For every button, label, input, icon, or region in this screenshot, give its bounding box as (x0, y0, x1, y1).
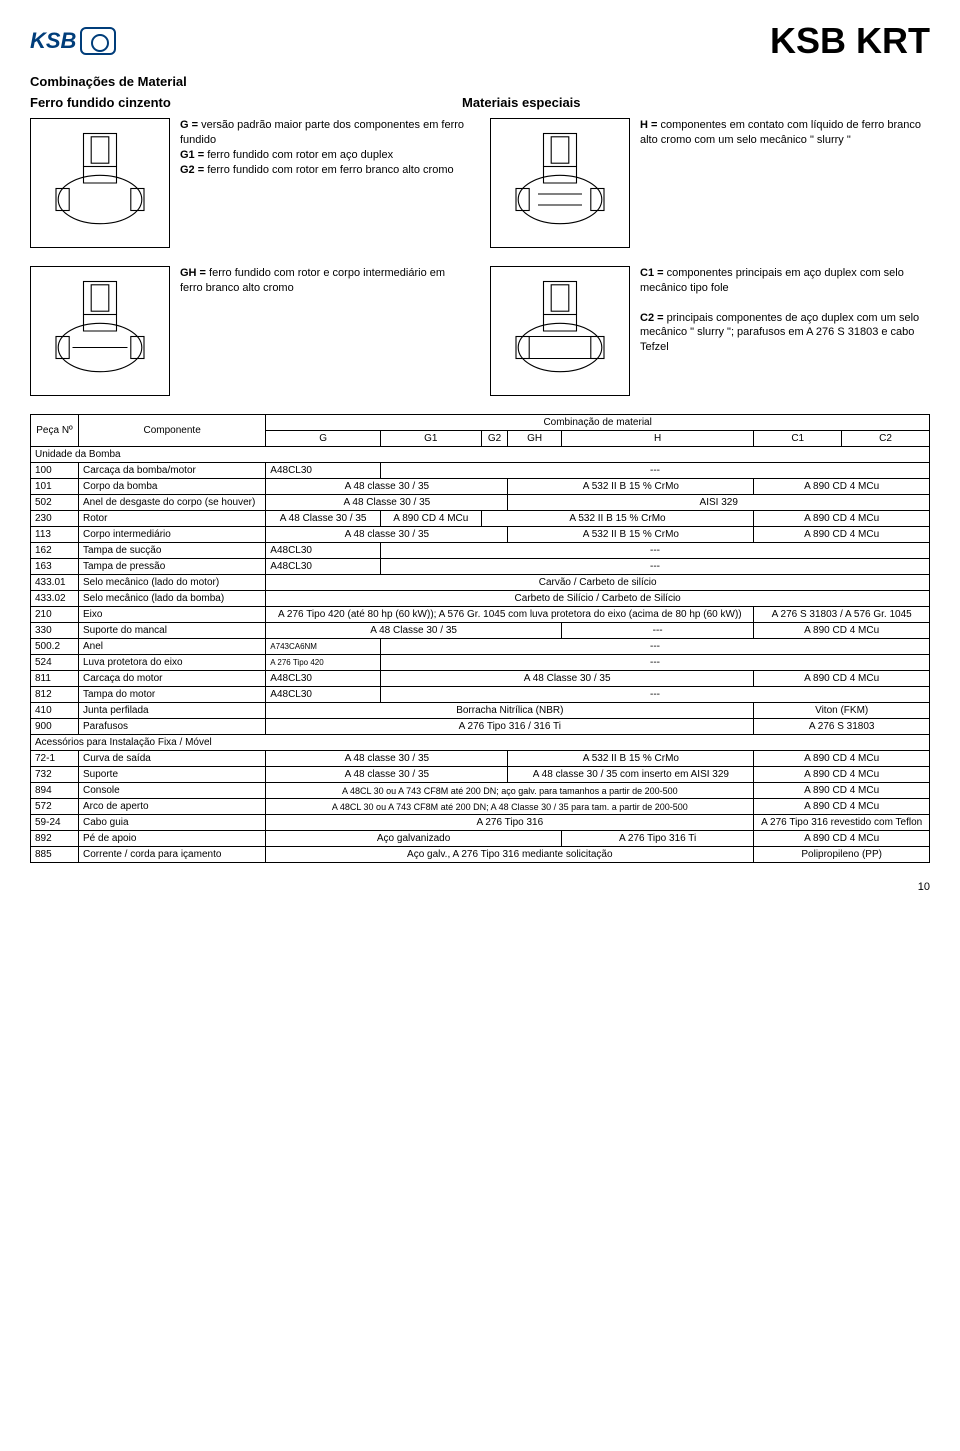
table-header-row: Peça Nº Componente Combinação de materia… (31, 415, 930, 431)
desc-text-g: G = versão padrão maior parte dos compon… (180, 118, 470, 248)
desc-g2: ferro fundido com rotor em ferro branco … (207, 164, 453, 176)
section-heading: Combinações de Material (30, 74, 930, 89)
table-row: 524Luva protetora do eixoA 276 Tipo 420-… (31, 655, 930, 671)
table-row: 163Tampa de pressãoA48CL30--- (31, 559, 930, 575)
subheadings: Ferro fundido cinzento Materiais especia… (30, 95, 930, 110)
pump-diagram-h (490, 118, 630, 248)
logo-text: KSB (30, 28, 76, 54)
desc-block-g: G = versão padrão maior parte dos compon… (30, 118, 470, 248)
materials-table: Peça Nº Componente Combinação de materia… (30, 414, 930, 863)
col-peca: Peça Nº (31, 415, 79, 447)
section-label: Unidade da Bomba (31, 447, 930, 463)
logo: KSB (30, 27, 116, 55)
table-row: 900ParafusosA 276 Tipo 316 / 316 TiA 276… (31, 719, 930, 735)
table-row: 410Junta perfiladaBorracha Nitrílica (NB… (31, 703, 930, 719)
desc-block-h: H = componentes em contato com líquido d… (490, 118, 930, 248)
table-row: 502Anel de desgaste do corpo (se houver)… (31, 495, 930, 511)
pump-diagram-g (30, 118, 170, 248)
pump-diagram-gh (30, 266, 170, 396)
table-row: 113Corpo intermediárioA 48 classe 30 / 3… (31, 527, 930, 543)
page-title: KSB KRT (770, 20, 930, 62)
desc-c2: principais componentes de aço duplex com… (640, 312, 919, 354)
table-row: 894ConsoleA 48CL 30 ou A 743 CF8M até 20… (31, 783, 930, 799)
desc-block-gh: GH = ferro fundido com rotor e corpo int… (30, 266, 470, 396)
table-row: 433.01Selo mecânico (lado do motor)Carvã… (31, 575, 930, 591)
desc-row-2: GH = ferro fundido com rotor e corpo int… (30, 266, 930, 396)
desc-text-gh: GH = ferro fundido com rotor e corpo int… (180, 266, 470, 396)
col-h: H (561, 431, 753, 447)
col-c1: C1 (754, 431, 842, 447)
section-row: Unidade da Bomba (31, 447, 930, 463)
header: KSB KSB KRT (30, 20, 930, 62)
col-componente: Componente (79, 415, 266, 447)
table-row: 572Arco de apertoA 48CL 30 ou A 743 CF8M… (31, 799, 930, 815)
desc-g: versão padrão maior parte dos componente… (180, 119, 464, 146)
col-g: G (266, 431, 381, 447)
table-row: 885Corrente / corda para içamentoAço gal… (31, 847, 930, 863)
desc-g1: ferro fundido com rotor em aço duplex (207, 149, 393, 161)
table-row: 811Carcaça do motorA48CL30A 48 Classe 30… (31, 671, 930, 687)
table-row: 210EixoA 276 Tipo 420 (até 80 hp (60 kW)… (31, 607, 930, 623)
subhead-right: Materiais especiais (462, 95, 581, 110)
table-row: 500.2AnelA743CA6NM--- (31, 639, 930, 655)
col-gh: GH (508, 431, 561, 447)
pump-diagram-c (490, 266, 630, 396)
table-row: 101Corpo da bombaA 48 classe 30 / 35A 53… (31, 479, 930, 495)
table-row: 72-1Curva de saídaA 48 classe 30 / 35A 5… (31, 751, 930, 767)
page-number: 10 (30, 881, 930, 893)
table-row: 330Suporte do mancalA 48 Classe 30 / 35-… (31, 623, 930, 639)
table-row: 162Tampa de sucçãoA48CL30--- (31, 543, 930, 559)
table-row: 732SuporteA 48 classe 30 / 35A 48 classe… (31, 767, 930, 783)
section-label: Acessórios para Instalação Fixa / Móvel (31, 735, 930, 751)
section-row: Acessórios para Instalação Fixa / Móvel (31, 735, 930, 751)
col-c2: C2 (842, 431, 930, 447)
col-g1: G1 (380, 431, 481, 447)
table-row: 100Carcaça da bomba/motorA48CL30--- (31, 463, 930, 479)
desc-h: componentes em contato com líquido de fe… (640, 119, 921, 146)
col-g2: G2 (481, 431, 508, 447)
desc-text-h: H = componentes em contato com líquido d… (640, 118, 930, 248)
col-combinacao: Combinação de material (266, 415, 930, 431)
desc-text-c: C1 = componentes principais em aço duple… (640, 266, 930, 396)
logo-icon (80, 27, 116, 55)
table-row: 230RotorA 48 Classe 30 / 35A 890 CD 4 MC… (31, 511, 930, 527)
desc-row-1: G = versão padrão maior parte dos compon… (30, 118, 930, 248)
desc-c1: componentes principais em aço duplex com… (640, 267, 904, 294)
subhead-left: Ferro fundido cinzento (30, 95, 462, 110)
desc-block-c: C1 = componentes principais em aço duple… (490, 266, 930, 396)
table-row: 59-24Cabo guiaA 276 Tipo 316A 276 Tipo 3… (31, 815, 930, 831)
table-row: 433.02Selo mecânico (lado da bomba)Carbe… (31, 591, 930, 607)
table-row: 892Pé de apoioAço galvanizadoA 276 Tipo … (31, 831, 930, 847)
table-row: 812Tampa do motorA48CL30--- (31, 687, 930, 703)
desc-gh: ferro fundido com rotor e corpo intermed… (180, 267, 445, 294)
